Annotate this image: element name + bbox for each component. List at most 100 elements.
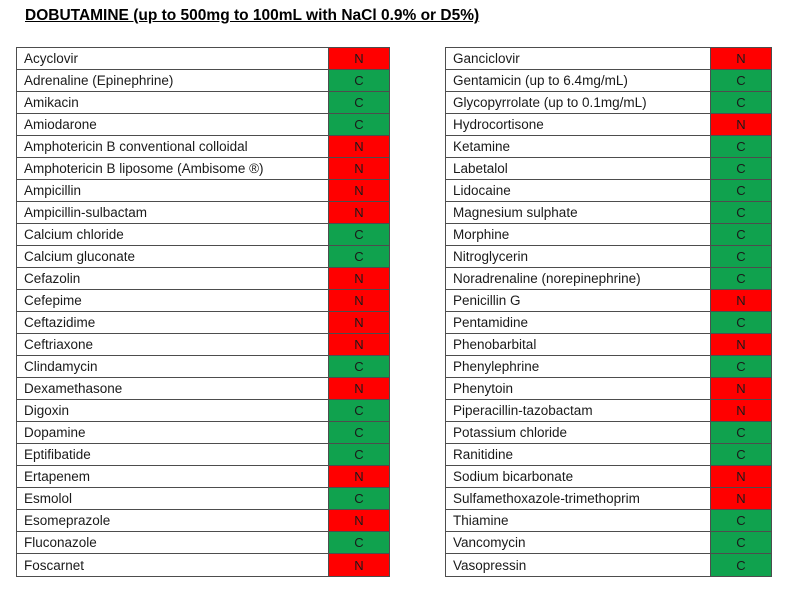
table-row: Lidocaine C: [446, 180, 771, 202]
table-row: Digoxin C: [17, 400, 389, 422]
table-row: Phenytoin N: [446, 378, 771, 400]
drug-name: Ganciclovir: [446, 48, 711, 69]
drug-compatibility-table-right: Ganciclovir N Gentamicin (up to 6.4mg/mL) C…: [445, 47, 772, 577]
table-row: Vancomycin C: [446, 532, 771, 554]
drug-name: Phenylephrine: [446, 356, 711, 377]
drug-name: Ceftazidime: [17, 312, 329, 333]
compatibility-code-cell: C: [329, 224, 389, 245]
compatibility-code-cell: C: [329, 532, 389, 553]
drug-name: Gentamicin (up to 6.4mg/mL): [446, 70, 711, 91]
table-row: Glycopyrrolate (up to 0.1mg/mL) C: [446, 92, 771, 114]
table-row: Sodium bicarbonate N: [446, 466, 771, 488]
drug-name: Dexamethasone: [17, 378, 329, 399]
compatibility-code-cell: C: [329, 114, 389, 135]
table-row: Potassium chloride C: [446, 422, 771, 444]
drug-name: Pentamidine: [446, 312, 711, 333]
compatibility-code-cell: C: [711, 444, 771, 465]
compatibility-code-cell: C: [711, 422, 771, 443]
drug-name: Fluconazole: [17, 532, 329, 553]
compatibility-code-cell: C: [329, 356, 389, 377]
table-row: Acyclovir N: [17, 48, 389, 70]
drug-name: Labetalol: [446, 158, 711, 179]
compatibility-code-cell: C: [711, 532, 771, 553]
drug-name: Esomeprazole: [17, 510, 329, 531]
drug-name: Calcium gluconate: [17, 246, 329, 267]
compatibility-code-cell: N: [329, 180, 389, 201]
table-row: Ceftazidime N: [17, 312, 389, 334]
drug-name: Ertapenem: [17, 466, 329, 487]
compatibility-code-cell: N: [329, 510, 389, 531]
compatibility-code-cell: N: [711, 114, 771, 135]
drug-name: Potassium chloride: [446, 422, 711, 443]
table-row: Esomeprazole N: [17, 510, 389, 532]
drug-name: Penicillin G: [446, 290, 711, 311]
table-row: Morphine C: [446, 224, 771, 246]
table-row: Ampicillin N: [17, 180, 389, 202]
drug-compatibility-table-left: Acyclovir N Adrenaline (Epinephrine) C Amika…: [16, 47, 390, 577]
drug-name: Phenytoin: [446, 378, 711, 399]
table-row: Ranitidine C: [446, 444, 771, 466]
table-row: Cefazolin N: [17, 268, 389, 290]
drug-name: Calcium chloride: [17, 224, 329, 245]
compatibility-code-cell: C: [711, 312, 771, 333]
compatibility-code-cell: N: [711, 334, 771, 355]
drug-name: Sulfamethoxazole-trimethoprim: [446, 488, 711, 509]
drug-name: Amphotericin B conventional colloidal: [17, 136, 329, 157]
drug-name: Esmolol: [17, 488, 329, 509]
compatibility-code-cell: C: [329, 444, 389, 465]
drug-name: Amphotericin B liposome (Ambisome ®): [17, 158, 329, 179]
drug-name: Piperacillin-tazobactam: [446, 400, 711, 421]
compatibility-code-cell: C: [711, 158, 771, 179]
drug-name: Sodium bicarbonate: [446, 466, 711, 487]
drug-name: Acyclovir: [17, 48, 329, 69]
drug-name: Cefazolin: [17, 268, 329, 289]
drug-name: Dopamine: [17, 422, 329, 443]
table-row: Calcium chloride C: [17, 224, 389, 246]
drug-name: Thiamine: [446, 510, 711, 531]
compatibility-code-cell: C: [711, 246, 771, 267]
compatibility-code-cell: N: [711, 48, 771, 69]
drug-name: Ampicillin-sulbactam: [17, 202, 329, 223]
compatibility-code-cell: N: [329, 136, 389, 157]
compatibility-code-cell: C: [329, 422, 389, 443]
table-row: Sulfamethoxazole-trimethoprim N: [446, 488, 771, 510]
drug-name: Clindamycin: [17, 356, 329, 377]
compatibility-code-cell: C: [711, 202, 771, 223]
drug-name: Hydrocortisone: [446, 114, 711, 135]
table-row: Amikacin C: [17, 92, 389, 114]
table-row: Ertapenem N: [17, 466, 389, 488]
compatibility-code-cell: N: [711, 378, 771, 399]
table-row: Thiamine C: [446, 510, 771, 532]
compatibility-code-cell: C: [711, 180, 771, 201]
compatibility-code-cell: C: [329, 246, 389, 267]
compatibility-code-cell: C: [329, 488, 389, 509]
table-row: Ampicillin-sulbactam N: [17, 202, 389, 224]
table-row: Phenobarbital N: [446, 334, 771, 356]
table-row: Adrenaline (Epinephrine) C: [17, 70, 389, 92]
table-row: Eptifibatide C: [17, 444, 389, 466]
compatibility-code-cell: N: [329, 312, 389, 333]
compatibility-code-cell: C: [329, 400, 389, 421]
compatibility-code-cell: N: [329, 268, 389, 289]
compatibility-code-cell: C: [711, 70, 771, 91]
drug-name: Glycopyrrolate (up to 0.1mg/mL): [446, 92, 711, 113]
table-row: Piperacillin-tazobactam N: [446, 400, 771, 422]
compatibility-code-cell: N: [329, 158, 389, 179]
table-row: Dexamethasone N: [17, 378, 389, 400]
drug-name: Cefepime: [17, 290, 329, 311]
drug-name: Lidocaine: [446, 180, 711, 201]
table-row: Amphotericin B conventional colloidal N: [17, 136, 389, 158]
table-row: Hydrocortisone N: [446, 114, 771, 136]
compatibility-code-cell: N: [329, 378, 389, 399]
compatibility-code-cell: N: [329, 554, 389, 576]
table-row: Fluconazole C: [17, 532, 389, 554]
table-row: Nitroglycerin C: [446, 246, 771, 268]
compatibility-code-cell: N: [711, 400, 771, 421]
table-row: Cefepime N: [17, 290, 389, 312]
compatibility-code-cell: N: [329, 48, 389, 69]
table-row: Vasopressin C: [446, 554, 771, 576]
compatibility-code-cell: C: [711, 510, 771, 531]
drug-name: Adrenaline (Epinephrine): [17, 70, 329, 91]
